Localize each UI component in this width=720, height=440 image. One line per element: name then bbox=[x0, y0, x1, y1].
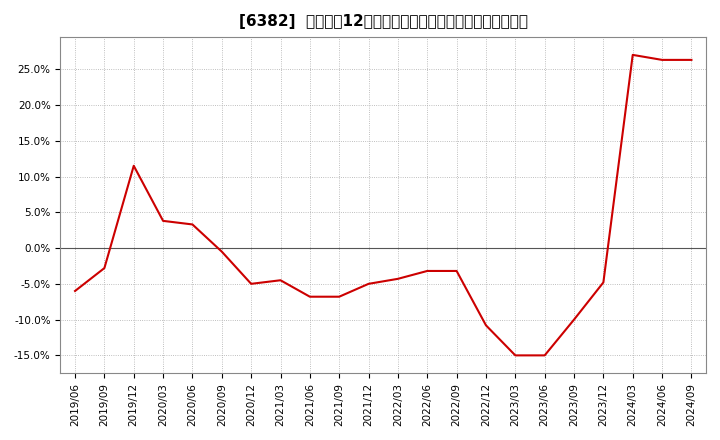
Title: [6382]  喀上高の12か月移動合計の対前年同期増減率の推移: [6382] 喀上高の12か月移動合計の対前年同期増減率の推移 bbox=[239, 14, 528, 29]
